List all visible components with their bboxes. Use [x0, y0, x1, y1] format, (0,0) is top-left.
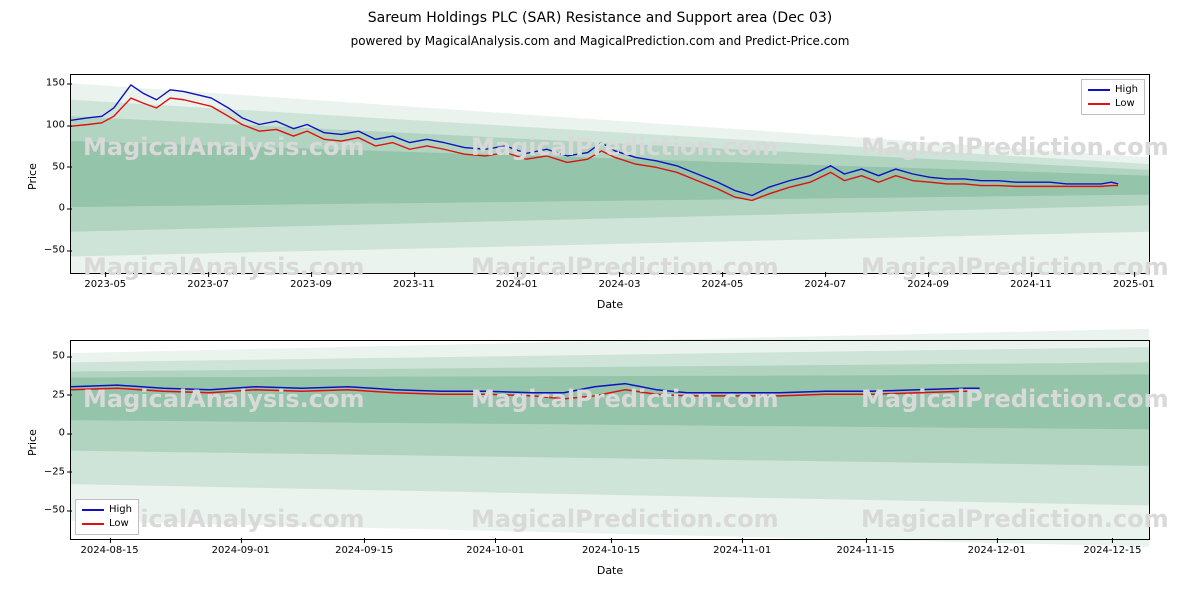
y-tick-label: 0 [59, 203, 71, 214]
x-tick-label: 2024-12-01 [968, 539, 1026, 556]
y-tick-label: 100 [46, 120, 71, 131]
chart-title: Sareum Holdings PLC (SAR) Resistance and… [0, 10, 1200, 26]
legend-item-high: High [82, 503, 132, 517]
chart-legend: High Low [1081, 79, 1145, 115]
x-tick-label: 2023-05 [84, 273, 126, 290]
y-axis-label: Price [26, 429, 39, 456]
x-axis-label: Date [70, 564, 1150, 577]
support-resistance-band [71, 375, 1149, 430]
legend-label: High [1115, 83, 1138, 97]
chart-subtitle-text: powered by MagicalAnalysis.com and Magic… [351, 34, 850, 48]
chart-canvas [71, 341, 1149, 539]
legend-label: Low [1115, 97, 1135, 111]
legend-swatch [1088, 103, 1110, 105]
x-tick-label: 2024-11 [1010, 273, 1052, 290]
legend-item-low: Low [1088, 97, 1138, 111]
y-tick-label: −50 [44, 245, 71, 256]
y-tick-label: 25 [52, 389, 71, 400]
y-axis-label: Price [26, 163, 39, 190]
y-tick-label: 150 [46, 78, 71, 89]
x-tick-label: 2024-09-01 [212, 539, 270, 556]
x-tick-label: 2024-09 [907, 273, 949, 290]
x-tick-label: 2024-11-01 [713, 539, 771, 556]
x-tick-label: 2024-10-15 [582, 539, 640, 556]
chart-subtitle: powered by MagicalAnalysis.com and Magic… [0, 34, 1200, 48]
x-tick-label: 2024-12-15 [1083, 539, 1141, 556]
price-chart-recent-range: MagicalAnalysis.com MagicalPrediction.co… [70, 340, 1150, 540]
x-axis-label: Date [70, 298, 1150, 311]
y-tick-label: −25 [44, 466, 71, 477]
x-tick-label: 2023-07 [187, 273, 229, 290]
y-tick-label: 50 [52, 161, 71, 172]
x-tick-label: 2023-11 [393, 273, 435, 290]
x-tick-label: 2025-01 [1113, 273, 1155, 290]
legend-label: High [109, 503, 132, 517]
x-tick-label: 2024-07 [804, 273, 846, 290]
x-tick-label: 2023-09 [290, 273, 332, 290]
legend-swatch [82, 523, 104, 525]
chart-title-text: Sareum Holdings PLC (SAR) Resistance and… [368, 10, 832, 26]
legend-label: Low [109, 517, 129, 531]
price-chart-full-range: MagicalAnalysis.com MagicalPrediction.co… [70, 74, 1150, 274]
x-tick-label: 2024-01 [496, 273, 538, 290]
x-tick-label: 2024-03 [599, 273, 641, 290]
y-tick-label: 0 [59, 428, 71, 439]
legend-swatch [1088, 89, 1110, 91]
chart-legend: High Low [75, 499, 139, 535]
x-tick-label: 2024-09-15 [335, 539, 393, 556]
y-tick-label: 50 [52, 351, 71, 362]
legend-swatch [82, 509, 104, 511]
x-tick-label: 2024-05 [702, 273, 744, 290]
x-tick-label: 2024-10-01 [466, 539, 524, 556]
legend-item-high: High [1088, 83, 1138, 97]
figure-root: Sareum Holdings PLC (SAR) Resistance and… [0, 0, 1200, 600]
x-tick-label: 2024-11-15 [837, 539, 895, 556]
y-tick-label: −50 [44, 505, 71, 516]
chart-canvas [71, 75, 1149, 273]
legend-item-low: Low [82, 517, 132, 531]
x-tick-label: 2024-08-15 [81, 539, 139, 556]
